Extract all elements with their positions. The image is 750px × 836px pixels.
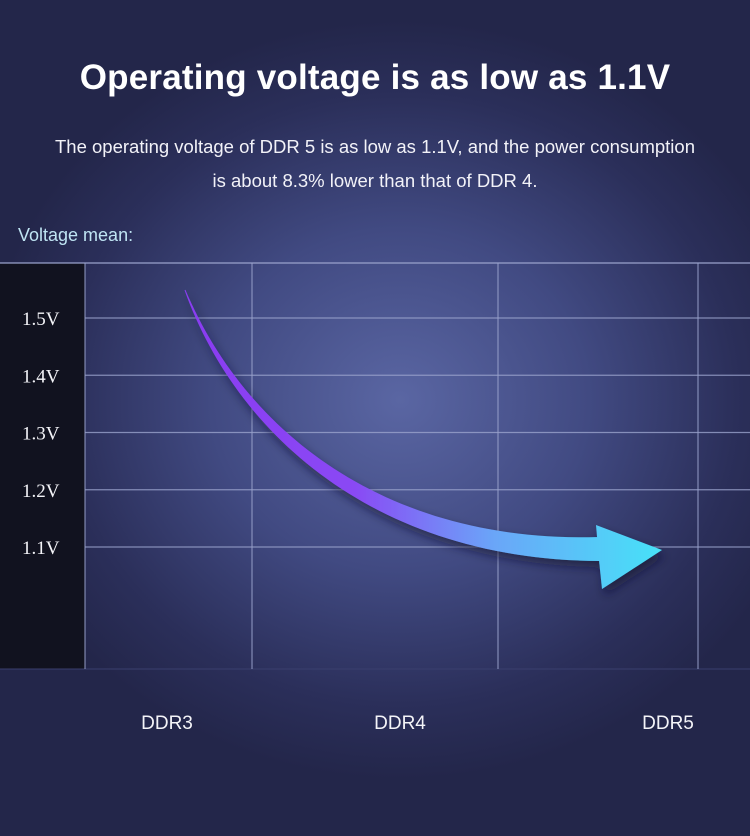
trend-arrow bbox=[184, 289, 662, 589]
subtitle-line-1: The operating voltage of DDR 5 is as low… bbox=[55, 136, 695, 157]
arrow-body bbox=[184, 289, 601, 561]
y-tick-label: 1.2V bbox=[22, 481, 60, 502]
x-tick-label: DDR5 bbox=[642, 713, 694, 734]
y-tick-labels: 1.5V 1.4V 1.3V 1.2V 1.1V bbox=[22, 309, 60, 559]
arrow-head bbox=[596, 525, 662, 589]
x-tick-label: DDR4 bbox=[374, 713, 426, 734]
y-tick-label: 1.4V bbox=[22, 366, 60, 387]
y-axis-panel bbox=[0, 263, 85, 669]
x-tick-labels: DDR3 DDR4 DDR5 bbox=[141, 713, 694, 734]
y-tick-label: 1.3V bbox=[22, 424, 60, 445]
subtitle-line-2: is about 8.3% lower than that of DDR 4. bbox=[212, 170, 538, 191]
x-tick-label: DDR3 bbox=[141, 713, 193, 734]
grid bbox=[0, 262, 750, 670]
y-tick-label: 1.1V bbox=[22, 538, 60, 559]
page-title: Operating voltage is as low as 1.1V bbox=[79, 58, 671, 97]
y-tick-label: 1.5V bbox=[22, 309, 60, 330]
page-subtitle: The operating voltage of DDR 5 is as low… bbox=[0, 130, 750, 198]
y-axis-label: Voltage mean: bbox=[18, 225, 134, 245]
